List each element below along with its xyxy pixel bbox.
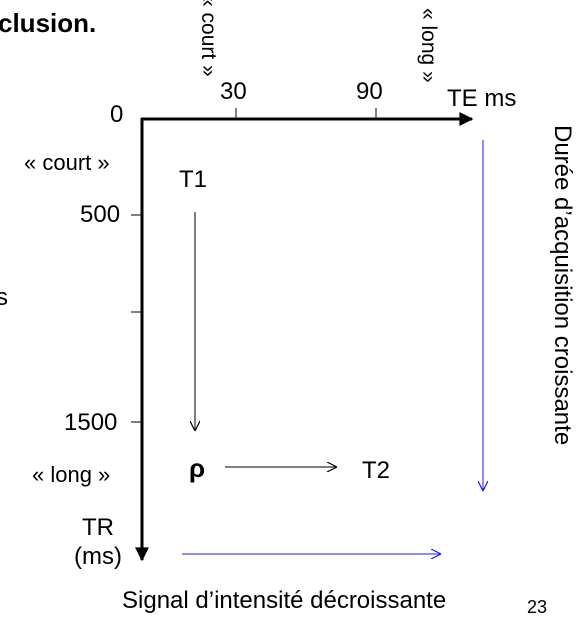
tr-axis-label-line2: (ms) — [74, 543, 122, 570]
acquisition-time-caption: Durée d’acquisition croissante — [549, 125, 576, 446]
slide-heading-fragment: clusion. — [0, 8, 97, 38]
tr-tick-label-500: 500 — [80, 201, 121, 228]
tr-long-label: « long » — [32, 462, 111, 487]
te-long-label: « long » — [417, 8, 440, 83]
signal-intensity-caption: Signal d’intensité décroissante — [122, 587, 447, 614]
tr-short-label: « court » — [24, 150, 110, 175]
te-tick-label-30: 30 — [220, 78, 247, 105]
t1-label: T1 — [179, 166, 208, 193]
tr-origin-label: 0 — [110, 101, 124, 128]
te-short-label: « court » — [197, 0, 220, 77]
tr-tick-label-1500: 1500 — [64, 409, 118, 436]
te-tick-label-90: 90 — [356, 78, 383, 105]
te-axis-label: TE ms — [447, 85, 517, 112]
t2-label: T2 — [362, 457, 391, 484]
rho-label: ρ — [189, 453, 206, 483]
tr-axis-label-line1: TR — [82, 514, 114, 541]
left-edge-text-fragment: s — [0, 284, 8, 311]
